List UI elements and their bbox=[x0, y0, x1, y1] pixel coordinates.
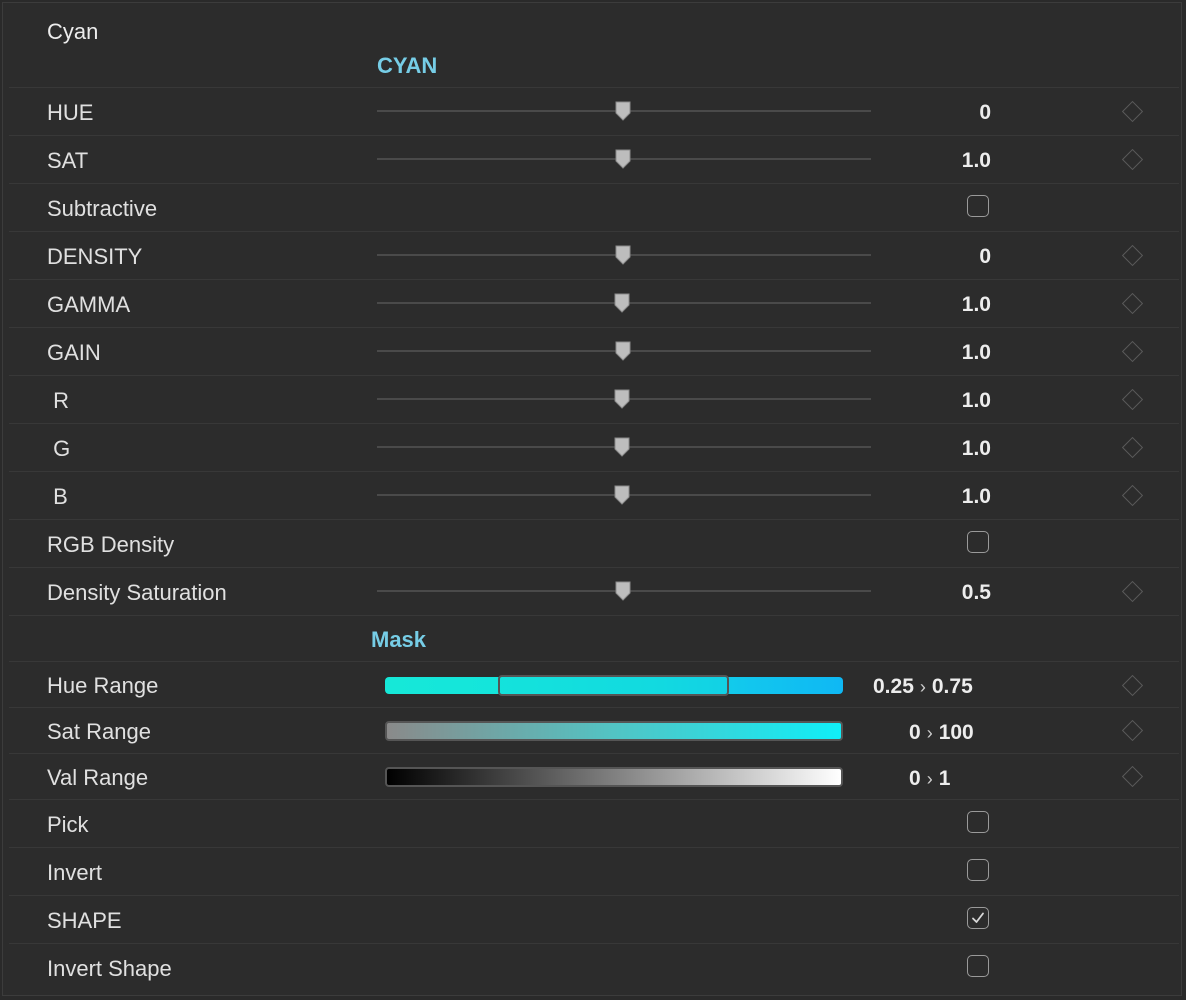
divider bbox=[9, 943, 1179, 944]
sat-range-high: 100 bbox=[938, 721, 974, 744]
divider bbox=[9, 661, 1179, 662]
keyframe-diamond-icon[interactable] bbox=[1121, 340, 1144, 363]
hue-label: HUE bbox=[47, 100, 94, 125]
r-value[interactable]: 1.0 bbox=[961, 389, 991, 412]
g-label: G bbox=[47, 436, 71, 461]
invert-shape-checkbox[interactable] bbox=[967, 955, 989, 977]
sat-range-bar[interactable] bbox=[385, 721, 843, 741]
hue-range-value[interactable]: 0.25 › 0.75 bbox=[873, 675, 973, 699]
slider-thumb-icon[interactable] bbox=[614, 149, 632, 169]
range-arrow-icon: › bbox=[919, 677, 926, 697]
val-range-bar[interactable] bbox=[385, 767, 843, 787]
divider bbox=[9, 847, 1179, 848]
divider bbox=[9, 615, 1179, 616]
keyframe-diamond-icon[interactable] bbox=[1121, 100, 1144, 123]
keyframe-diamond-icon[interactable] bbox=[1121, 148, 1144, 171]
keyframe-diamond-icon[interactable] bbox=[1121, 244, 1144, 267]
divider bbox=[9, 519, 1179, 520]
hue-range-label: Hue Range bbox=[47, 673, 159, 698]
hue-value[interactable]: 0 bbox=[979, 101, 991, 124]
slider-thumb-icon[interactable] bbox=[613, 437, 631, 457]
hue-range-bar[interactable] bbox=[385, 675, 843, 696]
divider bbox=[9, 895, 1179, 896]
density-saturation-label: Density Saturation bbox=[47, 580, 227, 605]
divider bbox=[9, 279, 1179, 280]
gamma-value[interactable]: 1.0 bbox=[961, 293, 991, 316]
divider bbox=[9, 135, 1179, 136]
pick-label: Pick bbox=[47, 812, 89, 837]
checkmark-icon bbox=[972, 912, 984, 923]
divider bbox=[9, 471, 1179, 472]
gain-value[interactable]: 1.0 bbox=[961, 341, 991, 364]
sat-range-low: 0 bbox=[909, 721, 921, 744]
divider bbox=[9, 753, 1179, 754]
hue-range-high: 0.75 bbox=[931, 675, 973, 698]
slider-thumb-icon[interactable] bbox=[614, 341, 632, 361]
sat-range-label: Sat Range bbox=[47, 719, 151, 744]
divider bbox=[9, 183, 1179, 184]
gamma-label: GAMMA bbox=[47, 292, 131, 317]
keyframe-diamond-icon[interactable] bbox=[1121, 719, 1144, 742]
b-label: B bbox=[47, 484, 68, 509]
gain-label: GAIN bbox=[47, 340, 101, 365]
rgb-density-checkbox[interactable] bbox=[967, 531, 989, 553]
range-arrow-icon: › bbox=[926, 769, 933, 789]
invert-checkbox[interactable] bbox=[967, 859, 989, 881]
divider bbox=[9, 423, 1179, 424]
val-range-label: Val Range bbox=[47, 765, 149, 790]
sat-range-value[interactable]: 0 › 100 bbox=[909, 721, 974, 745]
section-header-mask: Mask bbox=[371, 627, 427, 652]
divider bbox=[9, 707, 1179, 708]
keyframe-diamond-icon[interactable] bbox=[1121, 436, 1144, 459]
val-range-low: 0 bbox=[909, 767, 921, 790]
slider-thumb-icon[interactable] bbox=[614, 101, 632, 121]
shape-label: SHAPE bbox=[47, 908, 122, 933]
slider-thumb-icon[interactable] bbox=[613, 293, 631, 313]
subtractive-checkbox[interactable] bbox=[967, 195, 989, 217]
keyframe-diamond-icon[interactable] bbox=[1121, 580, 1144, 603]
panel-title: Cyan bbox=[47, 19, 99, 44]
divider bbox=[9, 375, 1179, 376]
rgb-density-label: RGB Density bbox=[47, 532, 175, 557]
section-header-cyan: CYAN bbox=[377, 53, 438, 78]
density-value[interactable]: 0 bbox=[979, 245, 991, 268]
sat-label: SAT bbox=[47, 148, 89, 173]
val-range-value[interactable]: 0 › 1 bbox=[909, 767, 950, 791]
b-value[interactable]: 1.0 bbox=[961, 485, 991, 508]
slider-thumb-icon[interactable] bbox=[614, 245, 632, 265]
subtractive-label: Subtractive bbox=[47, 196, 158, 221]
density-saturation-value[interactable]: 0.5 bbox=[961, 581, 991, 604]
divider bbox=[9, 567, 1179, 568]
divider bbox=[9, 327, 1179, 328]
pick-checkbox[interactable] bbox=[967, 811, 989, 833]
keyframe-diamond-icon[interactable] bbox=[1121, 292, 1144, 315]
keyframe-diamond-icon[interactable] bbox=[1121, 765, 1144, 788]
sat-value[interactable]: 1.0 bbox=[961, 149, 991, 172]
divider bbox=[9, 799, 1179, 800]
hue-range-selection-handle[interactable] bbox=[498, 675, 729, 696]
invert-shape-label: Invert Shape bbox=[47, 956, 172, 981]
slider-thumb-icon[interactable] bbox=[613, 389, 631, 409]
shape-checkbox[interactable] bbox=[967, 907, 989, 929]
g-value[interactable]: 1.0 bbox=[961, 437, 991, 460]
invert-label: Invert bbox=[47, 860, 103, 885]
val-range-high: 1 bbox=[938, 767, 951, 790]
divider bbox=[9, 231, 1179, 232]
keyframe-diamond-icon[interactable] bbox=[1121, 674, 1144, 697]
hue-range-low: 0.25 bbox=[873, 675, 914, 698]
r-label: R bbox=[47, 388, 69, 413]
keyframe-diamond-icon[interactable] bbox=[1121, 484, 1144, 507]
keyframe-diamond-icon[interactable] bbox=[1121, 388, 1144, 411]
slider-thumb-icon[interactable] bbox=[614, 581, 632, 601]
range-arrow-icon: › bbox=[926, 723, 933, 743]
density-label: DENSITY bbox=[47, 244, 143, 269]
divider bbox=[9, 87, 1179, 88]
slider-thumb-icon[interactable] bbox=[613, 485, 631, 505]
